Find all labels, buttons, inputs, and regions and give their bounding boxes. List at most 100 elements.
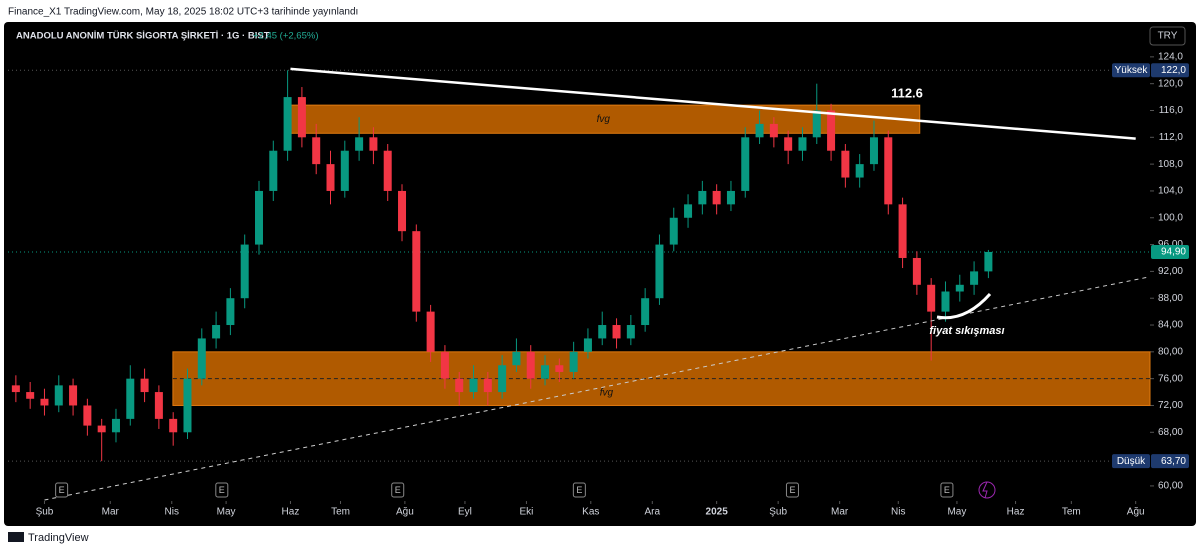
event-label: E — [576, 485, 582, 495]
candle-body — [355, 137, 364, 151]
fvg-zone — [172, 351, 1151, 406]
candle-body — [40, 398, 49, 406]
candle-body — [54, 385, 63, 406]
candle-body — [212, 325, 221, 339]
y-tick-label: 92,00 — [1158, 266, 1183, 277]
candle-body — [369, 137, 378, 151]
y-tick-label: 100,0 — [1158, 212, 1183, 223]
candle-body — [927, 284, 936, 312]
candle-body — [469, 378, 478, 393]
candle-body — [483, 378, 492, 393]
dividend-circle — [978, 481, 996, 499]
currency-button[interactable] — [1149, 26, 1186, 46]
candle-body — [755, 123, 764, 138]
candle-body — [555, 365, 564, 372]
brand: TradingView — [28, 532, 89, 544]
candle-body — [984, 251, 993, 272]
candle-body — [111, 418, 120, 433]
candle-body — [169, 418, 178, 433]
level-tag: Düşük — [1117, 456, 1146, 467]
candle-body — [869, 137, 878, 165]
event-label: E — [944, 485, 950, 495]
event-marker — [391, 482, 405, 498]
candle-body — [97, 425, 106, 433]
x-tick-label: Ara — [645, 507, 661, 518]
candle-body — [769, 123, 778, 138]
level-tag: Yüksek — [1115, 65, 1149, 76]
candle-body — [254, 190, 263, 245]
event-marker — [940, 482, 954, 498]
currency-label[interactable]: TRY — [1158, 31, 1178, 42]
x-tick-label: Mar — [102, 507, 120, 518]
candle-body — [798, 137, 807, 151]
candle-body — [297, 97, 306, 138]
level-value: 63,70 — [1161, 456, 1186, 467]
candle-body — [498, 365, 507, 393]
event-marker — [215, 482, 229, 498]
x-tick-label: Nis — [165, 507, 179, 518]
x-tick-label: 2025 — [706, 507, 729, 518]
event-marker — [572, 482, 586, 498]
x-tick-label: Şub — [36, 507, 54, 518]
candle-body — [841, 150, 850, 178]
candle-body — [526, 351, 535, 379]
dividend-icon — [982, 481, 988, 499]
level-badge — [1151, 63, 1189, 78]
brand-logo — [8, 532, 24, 542]
candle-body — [812, 110, 821, 138]
candle-body — [884, 137, 893, 205]
candle-body — [541, 365, 550, 379]
annotation: fiyat sıkışması — [929, 325, 1004, 337]
x-tick-label: Kas — [582, 507, 599, 518]
candle-body — [669, 217, 678, 245]
zone-label: fvg — [597, 114, 611, 125]
candle-body — [712, 190, 721, 205]
candle-body — [69, 385, 78, 406]
candle-body — [197, 338, 206, 379]
candle-body — [26, 392, 35, 399]
y-tick-label: 60,00 — [1158, 481, 1183, 492]
candle-body — [898, 204, 907, 258]
candle-body — [226, 298, 235, 326]
candle-body — [140, 378, 149, 393]
level-tag-badge — [1112, 454, 1150, 469]
trend-line — [290, 67, 1136, 140]
y-tick-label: 104,0 — [1158, 186, 1183, 197]
candle-body — [326, 164, 335, 191]
candle-body — [912, 257, 921, 285]
x-tick-label: Tem — [1062, 507, 1081, 518]
squeeze-curve — [936, 293, 992, 320]
candle-body — [512, 351, 521, 366]
event-label: E — [789, 485, 795, 495]
candle-body — [741, 137, 750, 191]
candle-body — [269, 150, 278, 191]
y-tick-label: 120,0 — [1158, 78, 1183, 89]
candle-body — [455, 378, 464, 393]
x-tick-label: Tem — [331, 507, 350, 518]
y-tick-label: 76,00 — [1158, 373, 1183, 384]
candle-body — [941, 291, 950, 312]
candle-body — [126, 378, 135, 419]
x-tick-label: Mar — [831, 507, 849, 518]
candle-body — [240, 244, 249, 299]
y-tick-label: 80,00 — [1158, 346, 1183, 357]
event-marker — [55, 482, 69, 498]
candle-body — [154, 392, 163, 419]
candle-body — [583, 338, 592, 352]
candle-body — [598, 325, 607, 339]
zone-label: fvg — [600, 387, 614, 398]
y-tick-label: 72,00 — [1158, 400, 1183, 411]
level-value: 94,90 — [1161, 247, 1186, 258]
candle-body — [970, 271, 979, 285]
x-tick-label: Eki — [519, 507, 533, 518]
publisher: Finance_X1 TradingView.com, May 18, 2025… — [8, 7, 358, 18]
candle-body — [726, 190, 735, 205]
candle-body — [340, 150, 349, 191]
candle-body — [11, 385, 20, 393]
candle-body — [426, 311, 435, 352]
symbol-title: ANADOLU ANONİM TÜRK SİGORTA ŞİRKETİ · 1G… — [16, 31, 270, 42]
candle-body — [383, 150, 392, 191]
level-tag-badge — [1112, 63, 1150, 78]
